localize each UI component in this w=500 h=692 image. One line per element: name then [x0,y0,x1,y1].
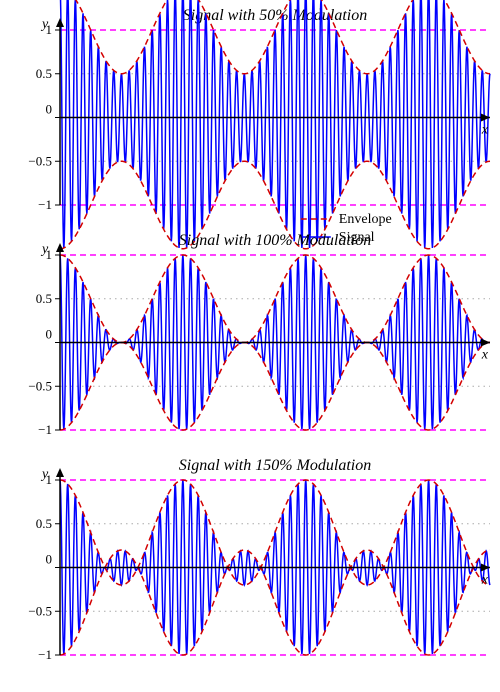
legend-label: Envelope [339,212,392,227]
y-tick-label: 1 [46,472,53,487]
y-tick-label: 0 [46,327,53,342]
y-tick-label: −0.5 [28,153,52,168]
y-tick-label: 0.5 [36,66,52,81]
y-tick-label: −0.5 [28,378,52,393]
x-axis-label: x [481,123,489,138]
y-tick-label: 0.5 [36,291,52,306]
y-tick-label: 0 [46,552,53,567]
panel-title: Signal with 150% Modulation [179,457,371,474]
y-tick-label: −1 [38,647,52,662]
modulation-figure: Signal with 50% Modulationxy−1−0.500.51E… [0,0,500,692]
y-tick-label: 1 [46,247,53,262]
panel-title: Signal with 50% Modulation [183,7,367,24]
y-tick-label: −0.5 [28,603,52,618]
y-tick-label: −1 [38,422,52,437]
panel-title: Signal with 100% Modulation [179,232,371,249]
y-tick-label: 1 [46,22,53,37]
y-tick-label: −1 [38,197,52,212]
y-tick-label: 0.5 [36,516,52,531]
y-tick-label: 0 [46,102,53,117]
x-axis-label: x [481,573,489,588]
x-axis-label: x [481,348,489,363]
